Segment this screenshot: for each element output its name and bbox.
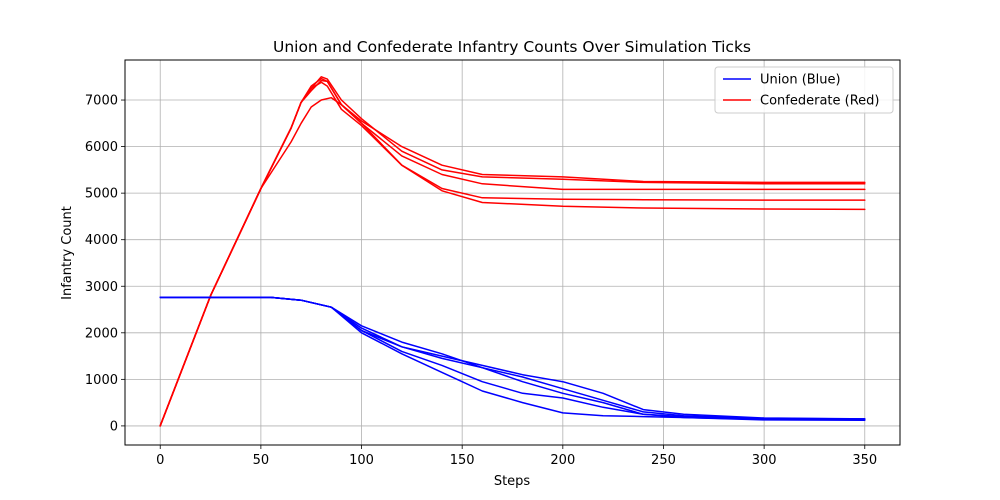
x-tick-label: 150 [450, 453, 475, 468]
x-tick-label: 50 [253, 453, 270, 468]
legend: Union (Blue) Confederate (Red) [714, 66, 894, 114]
union-series-line [159, 296, 866, 420]
y-tick-label: 7000 [85, 94, 118, 109]
y-tick-label: 4000 [85, 233, 118, 248]
y-tick-label: 3000 [85, 280, 118, 295]
y-axis-label: Infantry Count [60, 206, 75, 300]
x-tick-label: 350 [852, 453, 877, 468]
series-layer [159, 76, 866, 427]
x-tick-label: 200 [550, 453, 575, 468]
y-tick-label: 0 [110, 419, 118, 434]
plot-frame [124, 59, 901, 446]
x-tick-label: 250 [651, 453, 676, 468]
y-tick-label: 1000 [85, 373, 118, 388]
legend-label: Union (Blue) [760, 73, 841, 88]
axis-ticks: 0 50 100 150 200 250 300 350 0 1000 2000 3000 4000 50… [85, 94, 877, 468]
legend-label: Confederate (Red) [760, 94, 879, 109]
union-series-line [159, 296, 866, 420]
x-axis-label: Steps [494, 474, 531, 489]
confederate-series-line [159, 77, 866, 427]
y-tick-label: 6000 [85, 140, 118, 155]
y-tick-label: 5000 [85, 187, 118, 202]
y-tick-label: 2000 [85, 326, 118, 341]
legend-box [714, 66, 894, 114]
grid [125, 60, 900, 445]
chart-title: Union and Confederate Infantry Counts Ov… [273, 38, 751, 56]
x-tick-label: 100 [349, 453, 374, 468]
union-series-line [159, 296, 866, 421]
union-series-line [159, 296, 866, 422]
confederate-series-line [159, 76, 866, 427]
x-tick-label: 300 [752, 453, 777, 468]
x-tick-label: 0 [156, 453, 164, 468]
union-series-line [159, 296, 866, 421]
